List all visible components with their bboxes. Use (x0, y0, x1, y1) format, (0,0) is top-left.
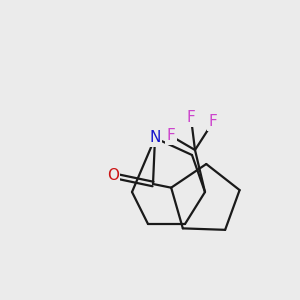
Text: N: N (149, 130, 161, 146)
Text: F: F (208, 115, 217, 130)
Text: F: F (187, 110, 195, 125)
Text: F: F (167, 128, 176, 143)
Text: O: O (107, 169, 119, 184)
